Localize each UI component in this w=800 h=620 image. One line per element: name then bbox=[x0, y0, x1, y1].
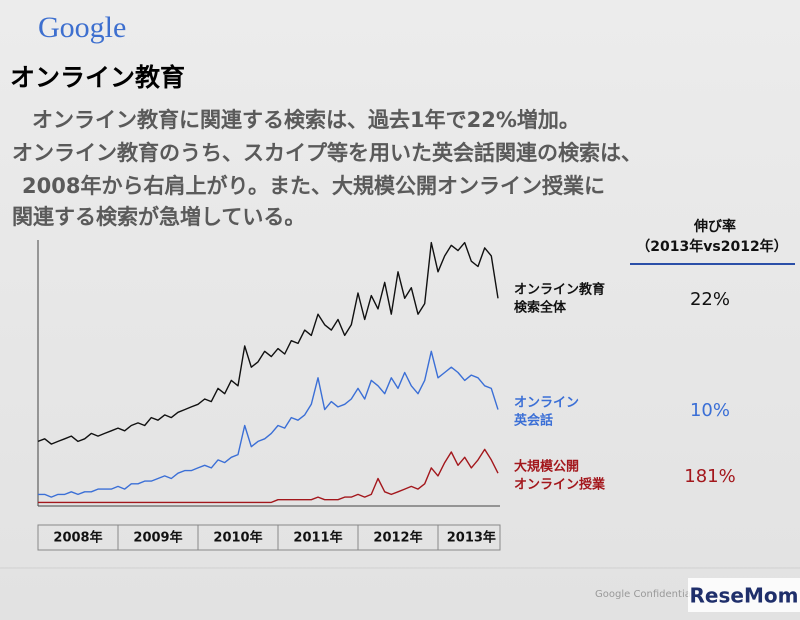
series-label: 英会話 bbox=[513, 413, 553, 429]
series-line bbox=[38, 448, 499, 504]
footer-text: Google Confidential a bbox=[595, 589, 703, 600]
series-label: 検索全体 bbox=[514, 300, 567, 316]
x-tick-label: 2010年 bbox=[213, 530, 262, 546]
growth-rate: 10% bbox=[690, 400, 730, 421]
x-tick-label: 2012年 bbox=[373, 530, 422, 546]
series-label: 大規模公開 bbox=[514, 459, 579, 475]
x-tick-label: 2009年 bbox=[133, 530, 182, 546]
subtitle-line: 関連する検索が急増している。 bbox=[12, 205, 305, 229]
x-tick-label: 2008年 bbox=[53, 530, 102, 546]
subtitle-line: 2008年から右肩上がり。また、大規模公開オンライン授業に bbox=[22, 174, 605, 198]
growth-title: 伸び率 bbox=[693, 218, 736, 235]
series-label: オンライン授業 bbox=[514, 477, 606, 493]
watermark: ReseMom bbox=[690, 584, 799, 608]
series-line bbox=[37, 241, 499, 445]
subtitle-line: オンライン教育に関連する検索は、過去1年で22%増加。 bbox=[32, 108, 580, 132]
slide-title: オンライン教育 bbox=[10, 63, 185, 92]
growth-rate: 181% bbox=[684, 466, 735, 487]
growth-subtitle: （2013年vs2012年） bbox=[636, 238, 787, 255]
logo: Google bbox=[38, 11, 126, 44]
x-tick-label: 2011年 bbox=[293, 530, 342, 546]
x-tick-label: 2013年 bbox=[447, 530, 496, 546]
growth-rate: 22% bbox=[690, 289, 730, 310]
series-label: オンライン bbox=[514, 396, 579, 411]
watermark-bg bbox=[688, 578, 800, 612]
series-line bbox=[38, 350, 499, 498]
subtitle-line: オンライン教育のうち、スカイプ等を用いた英会話関連の検索は、 bbox=[12, 141, 642, 165]
series-label: オンライン教育 bbox=[514, 282, 605, 298]
